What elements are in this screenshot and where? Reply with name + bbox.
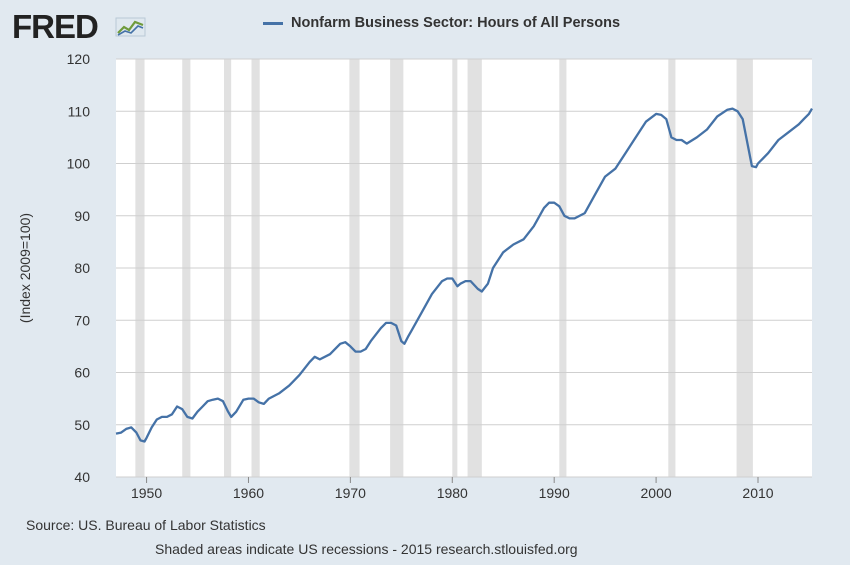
y-tick-label: 70 xyxy=(74,312,90,328)
y-tick-label: 100 xyxy=(67,156,91,172)
recession-note: Shaded areas indicate US recessions - 20… xyxy=(155,541,578,557)
line-chart: 40 50 60 70 80 90 100 110 120 1950 1960 1970 1980 19… xyxy=(17,51,813,501)
y-tick-label: 40 xyxy=(74,469,90,485)
x-tick-label: 1970 xyxy=(335,485,366,501)
x-tick-label: 1960 xyxy=(233,485,264,501)
chart-legend: Nonfarm Business Sector: Hours of All Pe… xyxy=(263,15,620,31)
y-tick-label: 120 xyxy=(67,51,91,67)
x-tick-label: 1990 xyxy=(539,485,570,501)
y-tick-label: 90 xyxy=(74,208,90,224)
x-tick-label: 1950 xyxy=(131,485,162,501)
x-tick-label: 2000 xyxy=(641,485,672,501)
fred-logo[interactable]: FRED xyxy=(12,8,99,45)
y-axis-label: (Index 2009=100) xyxy=(17,213,33,323)
x-tick-label: 2010 xyxy=(742,485,773,501)
source-text: Source: US. Bureau of Labor Statistics xyxy=(26,517,266,533)
legend-label: Nonfarm Business Sector: Hours of All Pe… xyxy=(291,15,621,31)
y-tick-label: 80 xyxy=(74,260,90,276)
y-tick-label: 50 xyxy=(74,417,90,433)
y-tick-label: 60 xyxy=(74,365,90,381)
legend-swatch xyxy=(263,21,283,25)
series-line xyxy=(115,107,813,443)
y-tick-label: 110 xyxy=(68,103,91,119)
fred-graph-icon xyxy=(115,17,146,37)
x-tick-label: 1980 xyxy=(437,485,468,501)
